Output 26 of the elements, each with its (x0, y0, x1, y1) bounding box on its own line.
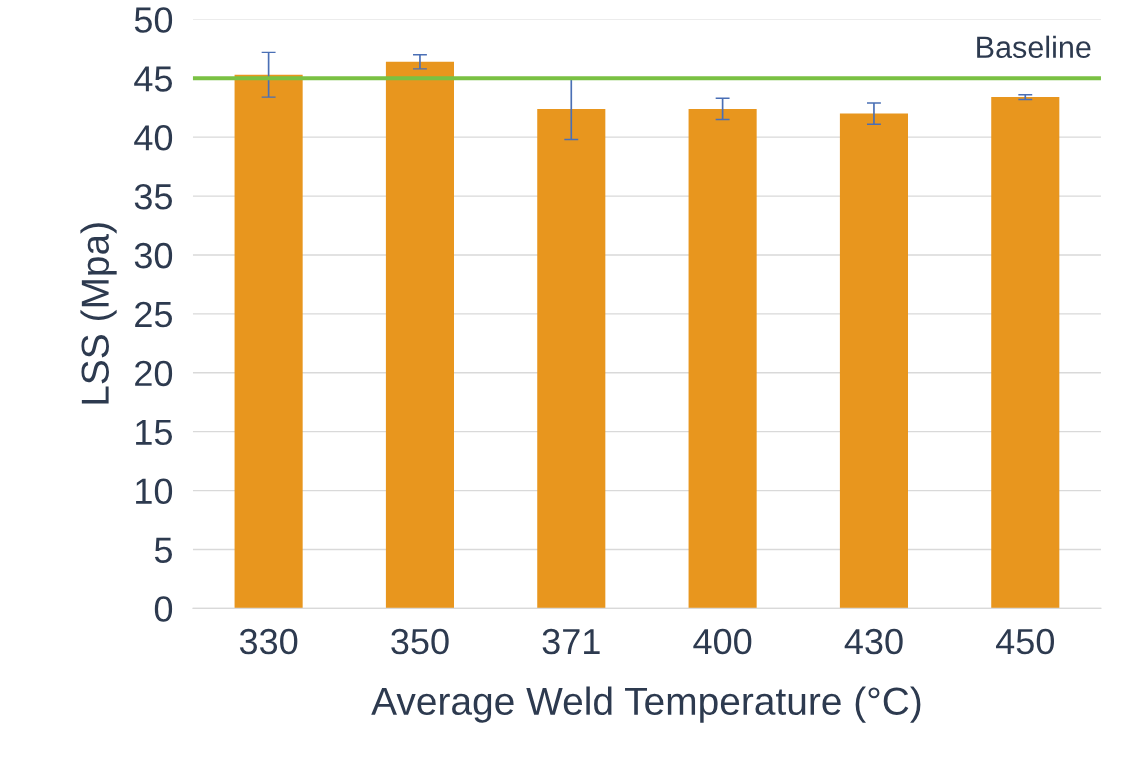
x-tick-label: 400 (693, 628, 752, 655)
bar (688, 108, 757, 609)
y-tick-label: 5 (154, 537, 172, 563)
bar (537, 108, 606, 609)
x-tick-label: 371 (542, 628, 600, 655)
bar (234, 74, 303, 609)
x-tick-label: 430 (844, 628, 903, 655)
bar (839, 113, 908, 609)
x-axis-title: Average Weld Temperature (°C) (371, 686, 921, 723)
bar (991, 97, 1060, 609)
y-tick-label: 30 (134, 242, 173, 269)
y-axis-title: LSS (Mpa) (80, 223, 117, 404)
y-tick-label: 20 (135, 360, 173, 387)
ref-line-label: Baseline (977, 35, 1091, 59)
x-tick-label: 330 (239, 628, 298, 655)
y-tick-label: 40 (134, 125, 173, 151)
bar (385, 61, 454, 609)
y-tick-label: 10 (136, 478, 173, 505)
y-tick-label: 25 (135, 301, 172, 328)
y-tick-label: 0 (154, 596, 173, 622)
y-tick-label: 15 (136, 419, 172, 446)
y-tick-label: 35 (134, 183, 172, 210)
y-tick-label: 50 (134, 7, 173, 33)
x-tick-label: 450 (995, 628, 1054, 655)
y-tick-label: 45 (134, 66, 172, 92)
x-tick-label: 350 (391, 628, 449, 655)
